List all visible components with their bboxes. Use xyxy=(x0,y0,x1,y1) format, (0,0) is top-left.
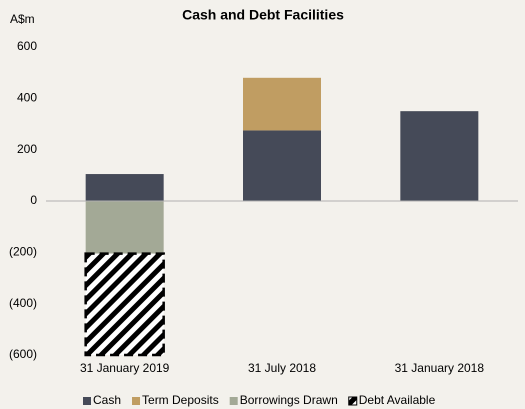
y-tick-label: (400) xyxy=(9,296,37,310)
y-tick-label: 400 xyxy=(17,91,37,105)
bar-segment xyxy=(243,130,321,201)
y-tick-label: 0 xyxy=(30,193,37,207)
y-tick-label: 200 xyxy=(17,142,37,156)
y-tick-label: 600 xyxy=(17,39,37,53)
bar-segment xyxy=(85,174,164,201)
bar-segment xyxy=(243,77,321,131)
legend-swatch xyxy=(83,397,91,405)
legend-swatch xyxy=(348,396,358,406)
x-tick-label: 31 July 2018 xyxy=(248,361,316,375)
legend-swatch xyxy=(132,397,141,405)
bar-segment xyxy=(400,111,479,201)
chart-title: Cash and Debt Facilities xyxy=(182,7,344,23)
legend-swatch xyxy=(229,397,238,405)
x-tick-label: 31 January 2019 xyxy=(80,361,170,375)
y-tick-label: (200) xyxy=(9,245,37,259)
bar-segment xyxy=(84,252,165,357)
legend-label: Term Deposits xyxy=(142,393,219,407)
bar-segment xyxy=(85,201,164,254)
y-tick-label: (600) xyxy=(9,347,37,361)
legend-label: Borrowings Drawn xyxy=(240,393,338,407)
legend-label: Debt Available xyxy=(359,393,436,407)
x-tick-label: 31 January 2018 xyxy=(395,361,485,375)
legend-label: Cash xyxy=(93,393,121,407)
y-axis-label: A$m xyxy=(10,12,35,26)
